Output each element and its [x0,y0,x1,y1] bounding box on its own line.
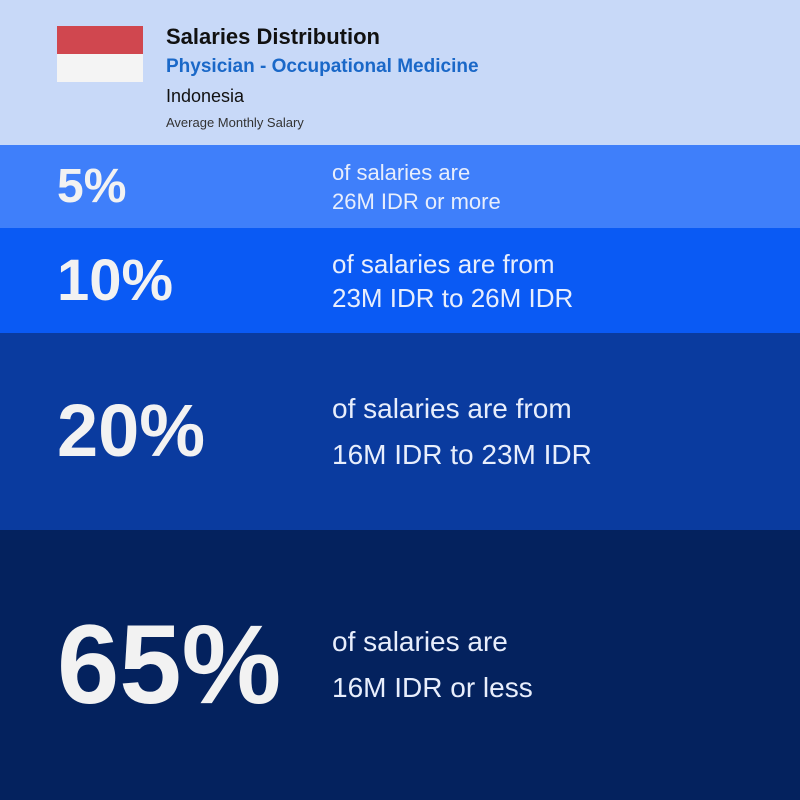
description-line: of salaries are from [332,248,555,279]
description-line: 16M IDR to 23M IDR [332,438,592,470]
title: Salaries Distribution [166,24,380,49]
band: 20% of salaries are from 16M IDR to 23M ID… [0,333,800,530]
description-line: of salaries are [332,626,508,657]
band: 10% of salaries are from 23M IDR to 26M ID… [0,228,800,333]
band: 65% of salaries are 16M IDR or less [0,530,800,800]
percent: 65% [57,601,282,727]
description-line: 26M IDR or more [332,188,501,214]
description: of salaries are from 16M IDR to 23M IDR [332,386,592,478]
description-line: 16M IDR or less [332,672,533,703]
percent: 20% [57,389,206,473]
subtitle: Physician - Occupational Medicine [166,56,479,77]
percent: 5% [57,159,127,213]
caption: Average Monthly Salary [166,115,304,130]
description: of salaries are 26M IDR or more [332,158,501,216]
flag-red [57,26,143,54]
flag-white [57,54,143,82]
description-line: of salaries are from [332,392,572,424]
country: Indonesia [166,86,245,106]
band: 5% of salaries are 26M IDR or more [0,145,800,228]
description: of salaries are 16M IDR or less [332,619,533,711]
header: Salaries Distribution Physician - Occupa… [0,0,800,145]
percent: 10% [57,247,174,313]
description-line: 23M IDR to 26M IDR [332,282,574,313]
description: of salaries are from 23M IDR to 26M IDR [332,247,573,315]
description-line: of salaries are [332,159,471,185]
